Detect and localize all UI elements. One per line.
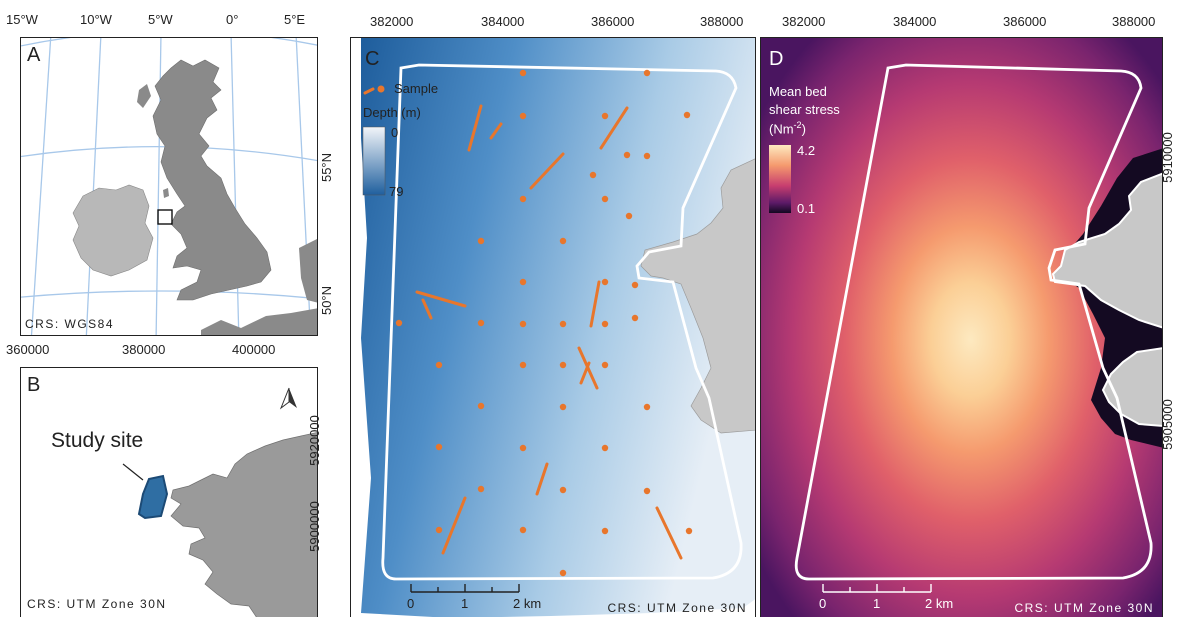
x-tick: 386000	[591, 14, 635, 29]
belgium-netherlands	[299, 239, 317, 303]
scale-label: 2 km	[925, 596, 954, 611]
x-tick: 384000	[481, 14, 525, 29]
survey-boundary	[381, 63, 743, 581]
coastline-landmass	[640, 158, 755, 434]
lat-tick: 55°N	[319, 152, 335, 183]
stress-legend-title-2: shear stress	[769, 102, 840, 117]
sample-points	[395, 69, 693, 577]
lon-tick: 5°E	[284, 12, 306, 27]
survey-boundary	[794, 63, 1153, 581]
units-close: )	[801, 121, 806, 137]
x-tick: 388000	[1112, 14, 1156, 29]
units-text: (Nm	[769, 121, 794, 137]
y-tick: 5900000	[306, 501, 322, 552]
shear-stress-raster	[761, 38, 1162, 617]
study-site-locator-box	[157, 209, 173, 225]
coastline-landmass	[170, 432, 317, 617]
study-site-polygon	[137, 474, 169, 520]
x-tick: 380000	[122, 342, 166, 357]
france-landmass	[201, 308, 317, 335]
site-map-svg	[122, 387, 317, 617]
panel-c-label: C	[365, 48, 380, 70]
depth-legend-title: Depth (m)	[363, 105, 421, 120]
lat-tick: 50°N	[319, 285, 335, 316]
x-tick: 382000	[782, 14, 826, 29]
north-arrow-icon	[279, 387, 297, 410]
hebrides	[137, 84, 151, 108]
scale-bar	[822, 584, 932, 593]
y-tick: 5905000	[1159, 399, 1175, 450]
panel-b-map: B Study site CRS: UTM Zone 30N	[20, 367, 318, 617]
shear-stress-svg	[761, 38, 1162, 617]
stress-min-label: 0.1	[797, 201, 816, 216]
y-tick: 5920000	[306, 415, 322, 466]
lon-tick: 10°W	[80, 12, 112, 27]
great-britain-landmass	[152, 59, 272, 301]
bathymetry-raster	[361, 38, 755, 617]
scale-label: 0	[819, 596, 827, 611]
depth-min-label: 0	[391, 125, 399, 140]
lon-tick: 15°W	[6, 12, 38, 27]
panel-c-map: C Sample Depth (m) 0 79 0 1 2 km CRS: UT…	[350, 37, 756, 617]
panel-b-label: B	[27, 374, 41, 396]
ireland-landmass	[72, 184, 154, 277]
scale-label: 0	[407, 596, 415, 611]
sample-transects	[415, 104, 683, 560]
panel-d-map: D Mean bed shear stress (Nm-2) 4.2 0.1 0…	[760, 37, 1163, 617]
y-tick: 5910000	[1159, 132, 1175, 183]
panel-d-label: D	[769, 48, 784, 70]
scale-bar	[410, 584, 520, 593]
panel-b-crs: CRS: UTM Zone 30N	[27, 597, 167, 611]
stress-max-label: 4.2	[797, 143, 816, 158]
stress-legend-title-1: Mean bed	[769, 84, 827, 99]
x-tick: 382000	[370, 14, 414, 29]
stress-legend-units: (Nm-2)	[769, 120, 806, 136]
panel-d-crs: CRS: UTM Zone 30N	[1014, 601, 1154, 615]
sample-legend-label: Sample	[394, 81, 439, 96]
x-tick: 388000	[700, 14, 744, 29]
x-tick: 386000	[1003, 14, 1047, 29]
depth-max-label: 79	[389, 184, 404, 199]
panel-a-map: A CRS: WGS84	[20, 37, 318, 336]
bathymetry-svg	[361, 38, 755, 617]
x-tick: 384000	[893, 14, 937, 29]
study-site-leader	[122, 463, 144, 481]
x-tick: 400000	[232, 342, 276, 357]
depth-colorbar	[362, 126, 386, 196]
lon-tick: 0°	[226, 12, 239, 27]
isle-of-man	[163, 188, 169, 198]
sample-legend-symbol	[363, 85, 385, 95]
overview-map-svg	[21, 38, 317, 335]
panel-a-label: A	[27, 44, 41, 66]
scale-label: 1	[461, 596, 469, 611]
lon-tick: 5°W	[148, 12, 173, 27]
panel-c-crs: CRS: UTM Zone 30N	[607, 601, 747, 615]
scale-label: 1	[873, 596, 881, 611]
units-exponent: -2	[793, 120, 802, 130]
stress-colorbar	[769, 145, 791, 213]
study-site-label: Study site	[51, 429, 144, 452]
scale-label: 2 km	[513, 596, 542, 611]
coastline-landmass	[1051, 172, 1162, 329]
x-tick: 360000	[6, 342, 50, 357]
panel-a-crs: CRS: WGS84	[25, 317, 115, 331]
